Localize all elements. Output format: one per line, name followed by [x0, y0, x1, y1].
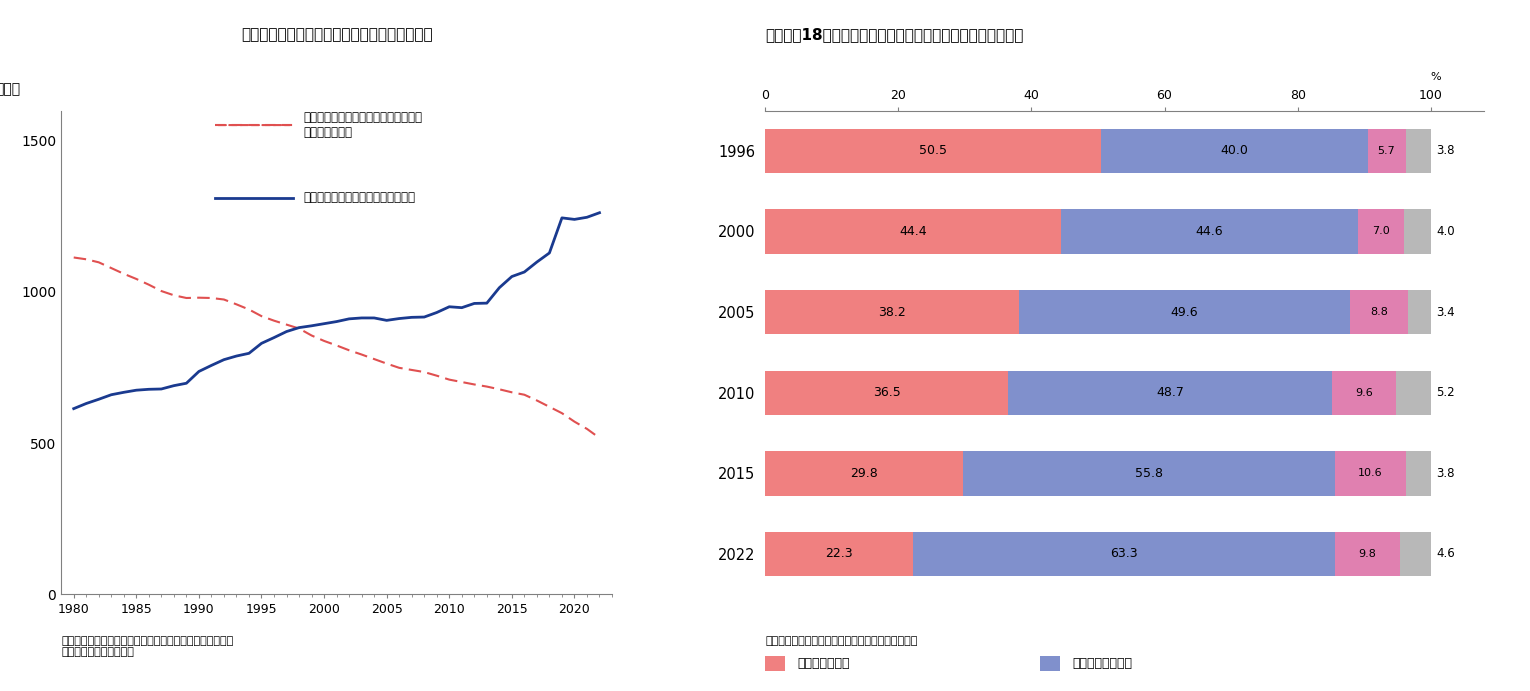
Text: 29.8: 29.8 — [851, 467, 878, 480]
Bar — [1400, 532, 1431, 576]
Text: 44.4: 44.4 — [900, 225, 927, 238]
Text: %: % — [1431, 73, 1441, 82]
Text: 55.8: 55.8 — [1135, 467, 1163, 480]
Text: 父母共に仕事あり: 父母共に仕事あり — [1073, 657, 1132, 670]
Text: 38.2: 38.2 — [878, 305, 906, 319]
Bar — [765, 209, 1060, 254]
Bar — [1019, 290, 1349, 334]
Text: 4.0: 4.0 — [1437, 225, 1455, 238]
Bar — [1368, 129, 1406, 173]
Text: 3.8: 3.8 — [1437, 144, 1455, 158]
Text: （資料）厚生労働省「国民生活基礎調査」より作成: （資料）厚生労働省「国民生活基礎調査」より作成 — [765, 636, 918, 645]
Text: 36.5: 36.5 — [872, 386, 900, 399]
Bar — [765, 370, 1008, 415]
Bar — [1397, 370, 1431, 415]
Bar — [1333, 370, 1397, 415]
Text: 万世帯: 万世帯 — [0, 82, 20, 96]
Bar — [1336, 532, 1400, 576]
Bar — [765, 532, 913, 576]
Text: 63.3: 63.3 — [1111, 547, 1138, 560]
Text: 5.2: 5.2 — [1437, 386, 1455, 399]
Bar — [765, 129, 1102, 173]
Text: 8.8: 8.8 — [1369, 307, 1388, 317]
Bar — [1336, 451, 1406, 495]
Text: 3.4: 3.4 — [1437, 305, 1455, 319]
Text: 10.6: 10.6 — [1359, 468, 1383, 478]
Text: 44.6: 44.6 — [1195, 225, 1222, 238]
Text: 4.6: 4.6 — [1437, 547, 1455, 560]
Text: 40.0: 40.0 — [1221, 144, 1248, 158]
Bar — [913, 532, 1336, 576]
Text: （資料）　総務省「労働力調査特別調査」及び「労働力調
　　　　　査」より作成: （資料） 総務省「労働力調査特別調査」及び「労働力調 査」より作成 — [61, 636, 234, 657]
Text: 22.3: 22.3 — [825, 547, 854, 560]
Text: 図表３　共働き世帯数と専業主婦世帯数の推移: 図表３ 共働き世帯数と専業主婦世帯数の推移 — [240, 28, 433, 43]
Text: 7.0: 7.0 — [1372, 227, 1389, 236]
Bar — [1349, 290, 1408, 334]
Bar — [1008, 370, 1333, 415]
Text: 父のみ仕事あり: 父のみ仕事あり — [797, 657, 849, 670]
Text: 共働き世帯（雇用者の共働き世帯）: 共働き世帯（雇用者の共働き世帯） — [303, 191, 416, 204]
Bar — [1102, 129, 1368, 173]
Text: 48.7: 48.7 — [1157, 386, 1184, 399]
Bar — [964, 451, 1336, 495]
Text: 49.6: 49.6 — [1170, 305, 1198, 319]
Text: 図表４　18歳未満の児童のいる世帯の父母の就労状況の変化: 図表４ 18歳未満の児童のいる世帯の父母の就労状況の変化 — [765, 28, 1024, 43]
Bar — [1405, 209, 1431, 254]
Bar — [1406, 129, 1431, 173]
Bar — [1406, 451, 1431, 495]
Text: 9.8: 9.8 — [1359, 549, 1377, 559]
Text: 50.5: 50.5 — [920, 144, 947, 158]
Text: 5.7: 5.7 — [1377, 146, 1395, 156]
Bar — [765, 451, 964, 495]
Bar — [1060, 209, 1357, 254]
Text: 3.8: 3.8 — [1437, 467, 1455, 480]
Bar — [1357, 209, 1405, 254]
Bar — [765, 290, 1019, 334]
Text: 9.6: 9.6 — [1356, 388, 1372, 398]
Text: 専業主婦世帯（男性雇用者と無業の妻
からなる世帯）: 専業主婦世帯（男性雇用者と無業の妻 からなる世帯） — [303, 111, 422, 139]
Bar — [1408, 290, 1431, 334]
